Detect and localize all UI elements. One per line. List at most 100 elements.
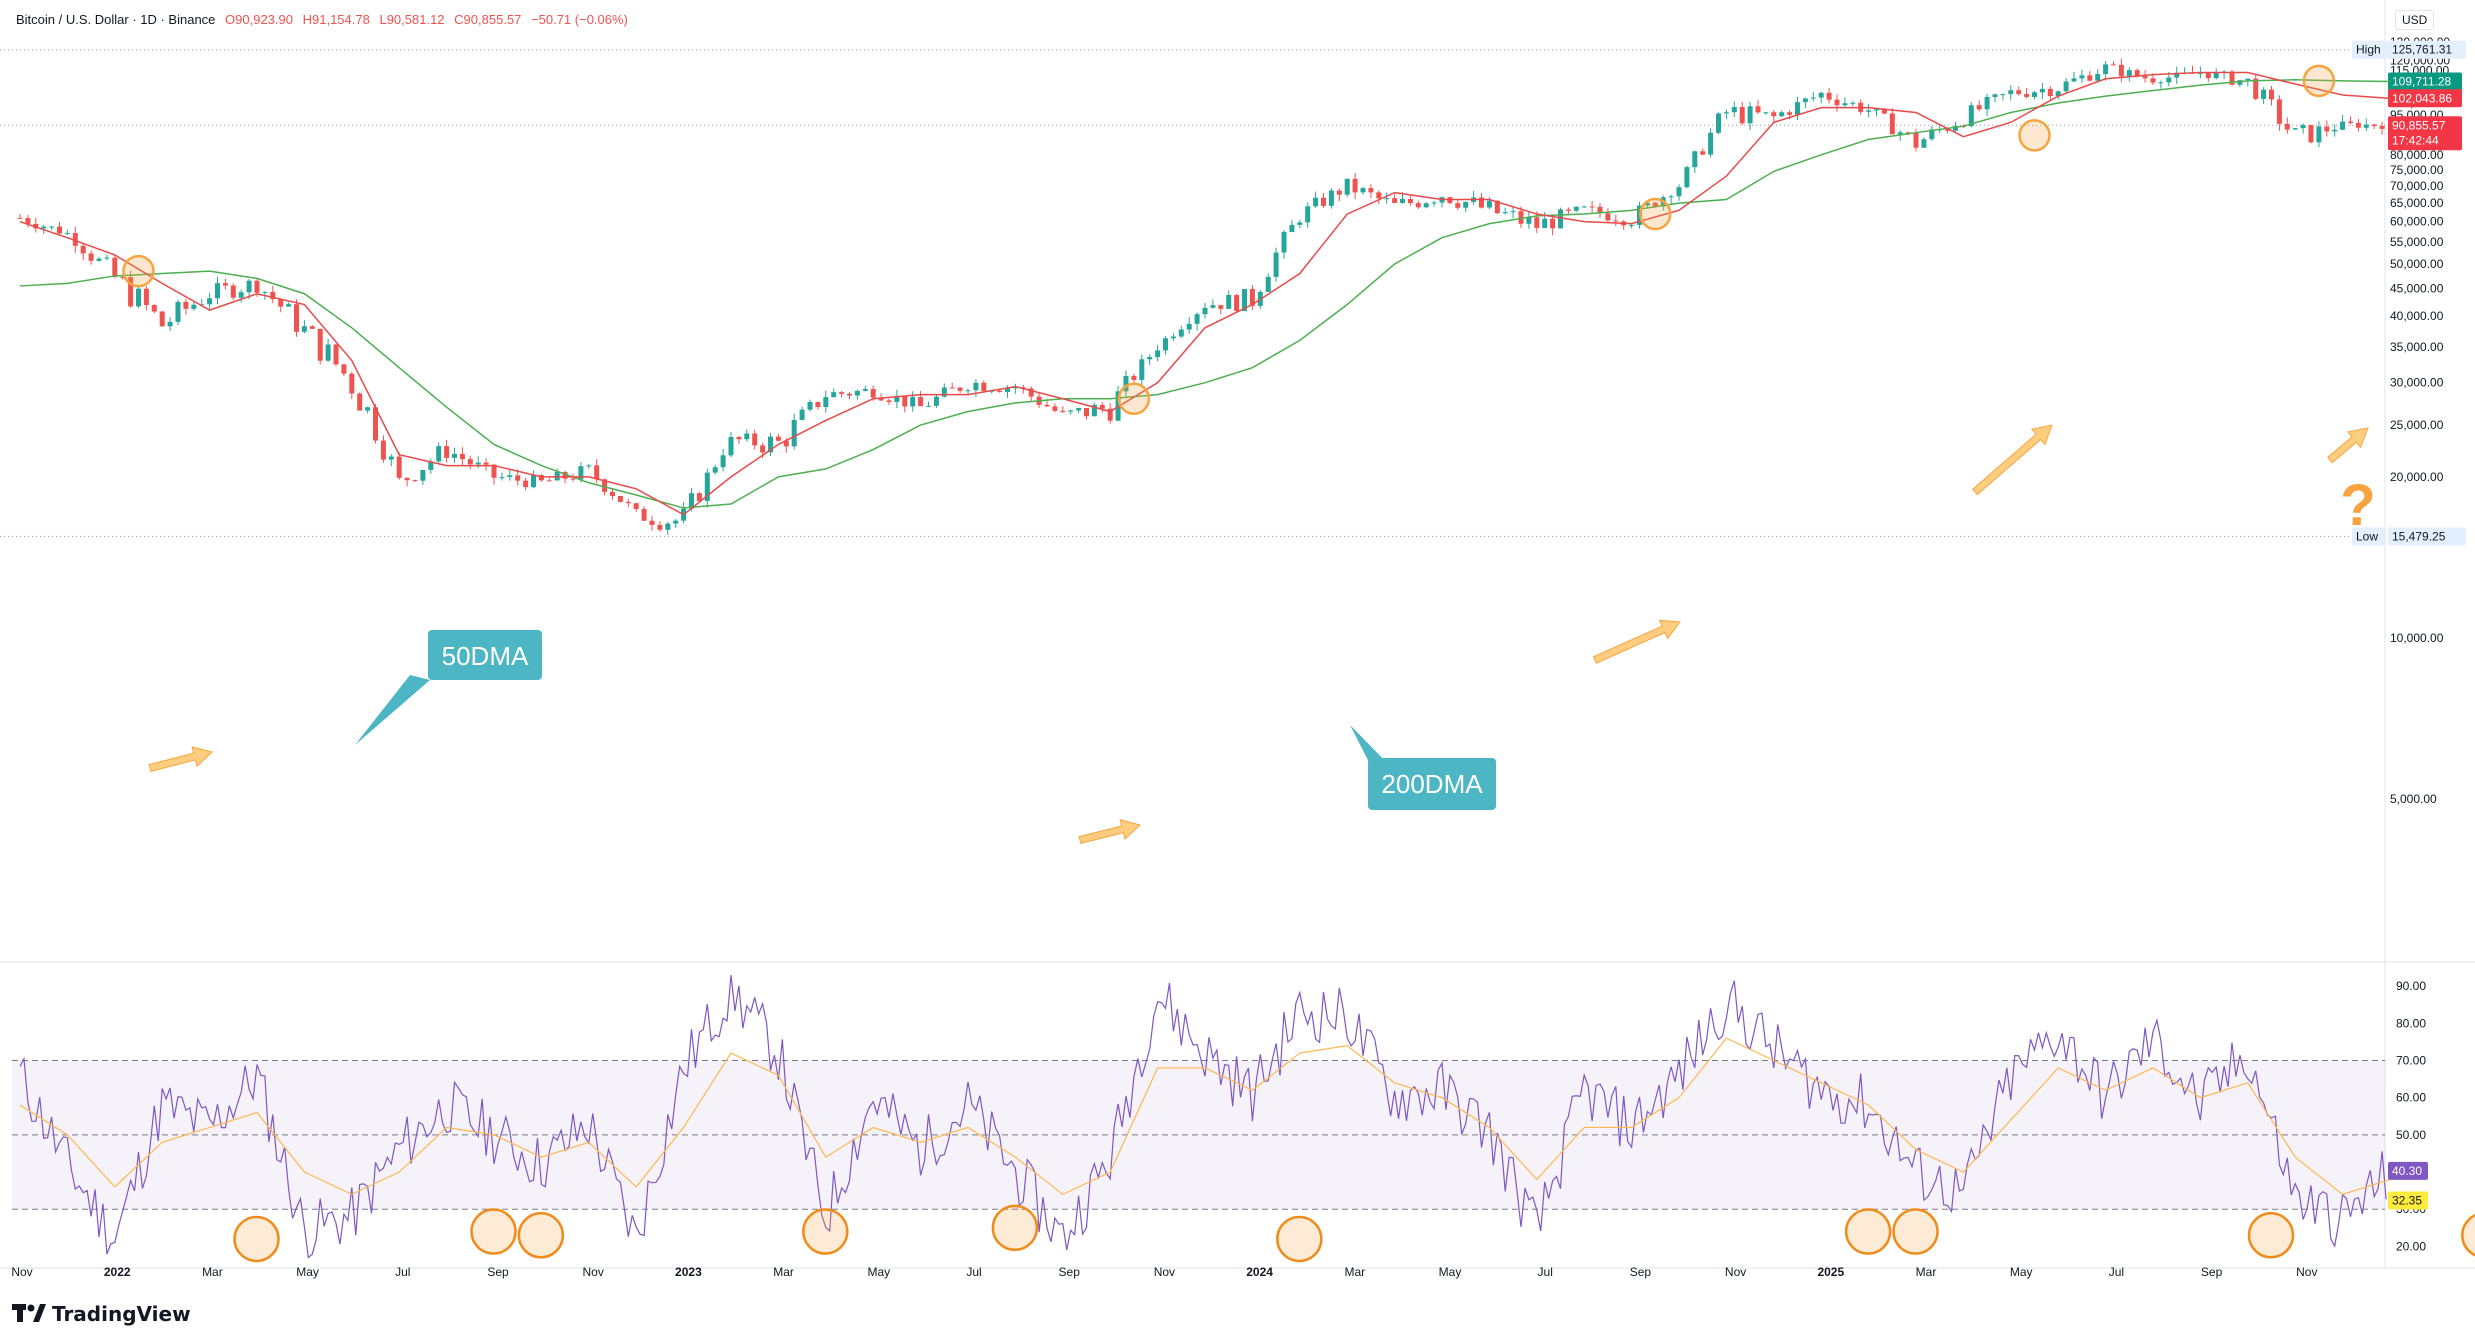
time-axis-tick-label: Jul	[395, 1265, 410, 1279]
candle-body	[1889, 113, 1895, 135]
candle-body	[1502, 212, 1508, 214]
candle-body	[1076, 408, 1082, 411]
candle-body	[973, 382, 979, 391]
candle-body	[1810, 97, 1816, 99]
candle-body	[1723, 112, 1729, 114]
bullish-arrow	[1078, 818, 1141, 845]
candle-body	[33, 223, 39, 229]
candle-body	[341, 364, 347, 374]
candle-body	[230, 285, 236, 298]
candle-body	[128, 277, 134, 307]
candle-body	[2158, 82, 2164, 84]
tradingview-logo[interactable]: TradingView	[12, 1302, 191, 1326]
candle-body	[610, 491, 615, 496]
crossover-highlight	[122, 254, 155, 288]
candle-body	[1107, 408, 1113, 421]
low-label-bg	[2352, 527, 2386, 546]
candle-body	[720, 455, 726, 468]
candle-body	[523, 480, 529, 488]
candle-body	[475, 462, 481, 465]
candle-body	[1163, 338, 1168, 351]
candle-body	[1170, 336, 1176, 339]
candle-body	[428, 461, 434, 470]
oversold-highlight	[802, 1208, 849, 1255]
candle-body	[760, 445, 766, 453]
candle-body	[641, 508, 647, 521]
candle-body	[1210, 305, 1216, 308]
oversold-highlight	[2461, 1213, 2475, 1257]
candle-body	[294, 304, 299, 332]
ohlc-close: C90,855.57	[454, 12, 522, 27]
time-axis-tick-label: May	[296, 1265, 319, 1279]
candle-body	[483, 462, 489, 465]
ma200-last-tag-bg	[2388, 72, 2462, 91]
candle-body	[2032, 92, 2037, 97]
time-axis-tick-label: 2023	[675, 1265, 702, 1279]
low-value-tag-bg	[2388, 527, 2466, 546]
time-axis-tick-label: Nov	[583, 1265, 604, 1279]
candle-body	[499, 477, 505, 479]
candle-body	[1589, 206, 1595, 208]
candle-body	[1139, 359, 1145, 380]
high-label: High	[2356, 43, 2381, 57]
candle-body	[2379, 125, 2385, 129]
candle-body	[1265, 276, 1271, 292]
ohlc-high: H91,154.78	[302, 12, 370, 27]
candle-body	[1526, 217, 1532, 224]
candle-body	[151, 305, 157, 312]
candle-body	[2363, 124, 2369, 128]
candle-body	[1613, 220, 1619, 222]
candle-body	[1905, 132, 1911, 134]
candle-body	[404, 477, 410, 481]
last-price-tag: 90,855.57	[2392, 118, 2446, 132]
rsi-ma-line	[19, 1037, 2391, 1196]
candle-body	[1692, 151, 1698, 168]
candle-body	[167, 321, 173, 327]
candle-body	[1494, 200, 1500, 214]
candle-body	[420, 469, 426, 481]
candle-body	[1352, 178, 1358, 193]
symbol-header: Bitcoin / U.S. Dollar · 1D · Binance O90…	[16, 12, 634, 27]
candle-body	[1510, 211, 1516, 213]
candle-body	[2253, 78, 2259, 99]
time-axis-tick-label: Sep	[487, 1265, 509, 1279]
time-axis-tick-label: Nov	[1154, 1265, 1175, 1279]
candle-body	[1921, 139, 1927, 148]
candle-body	[1131, 375, 1137, 380]
candle-body	[1597, 206, 1603, 214]
question-mark: ?	[2340, 473, 2375, 538]
price-axis-tick-label: 70,000.00	[2390, 179, 2444, 193]
symbol-title[interactable]: Bitcoin / U.S. Dollar · 1D · Binance	[16, 12, 216, 27]
candle-body	[199, 304, 205, 306]
candle-body	[270, 291, 276, 300]
candle-body	[886, 400, 892, 402]
price-axis-tick-label: 40,000.00	[2390, 309, 2444, 323]
candle-body	[1479, 197, 1484, 208]
candle-body	[870, 388, 876, 398]
candle-body	[696, 493, 702, 501]
currency-button[interactable]: USD	[2395, 10, 2435, 30]
candle-body	[2332, 129, 2338, 132]
candle-body	[1581, 206, 1587, 208]
candle-body	[396, 456, 402, 478]
candle-body	[64, 233, 70, 235]
candle-body	[1407, 198, 1413, 204]
candle-body	[831, 392, 837, 398]
time-axis-tick-label: 2024	[1246, 1265, 1273, 1279]
candle-body	[1605, 213, 1611, 221]
bullish-arrow	[1971, 424, 2053, 496]
time-axis-tick-label: Jul	[2109, 1265, 2124, 1279]
candle-body	[215, 283, 220, 299]
time-axis-tick-label: Jul	[1538, 1265, 1553, 1279]
time-axis-tick-label: Mar	[773, 1265, 794, 1279]
candle-body	[1534, 217, 1540, 228]
candle-body	[1368, 188, 1374, 193]
bullish-arrow	[148, 746, 213, 772]
time-axis-tick-label: Mar	[1916, 1265, 1937, 1279]
candle-body	[1897, 132, 1903, 135]
candle-body	[1178, 329, 1184, 337]
candle-body	[1486, 200, 1492, 208]
price-axis-tick-label: 25,000.00	[2390, 418, 2444, 432]
rsi-axis-tick-label: 20.00	[2396, 1239, 2426, 1253]
